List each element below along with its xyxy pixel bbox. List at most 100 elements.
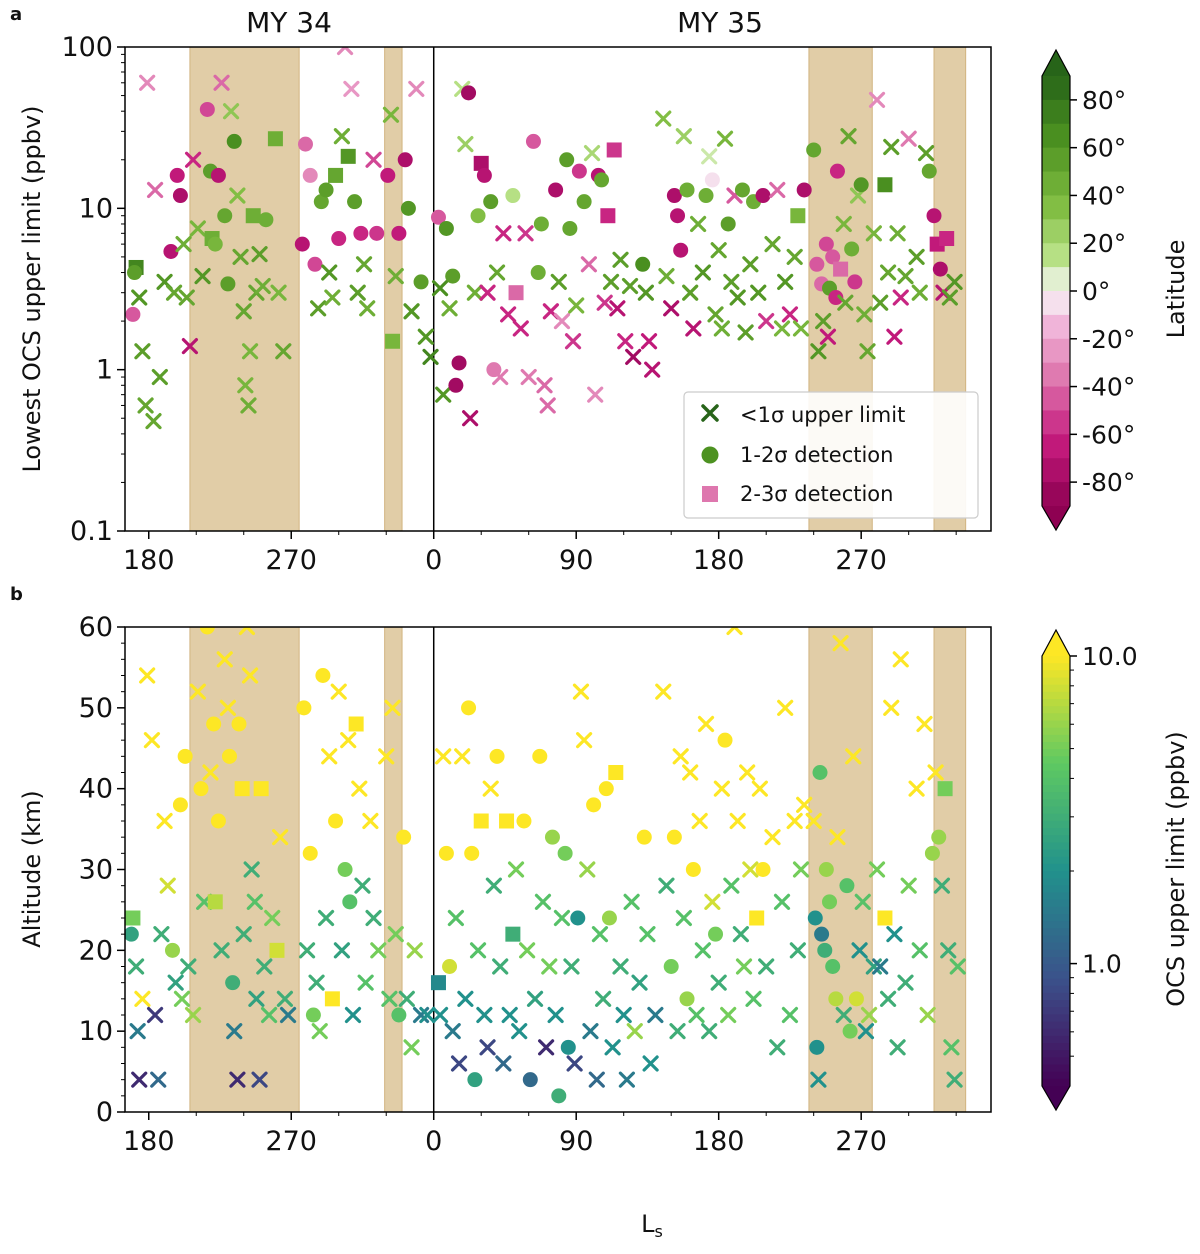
season-band-2 — [808, 626, 873, 1113]
data-point-191 — [786, 812, 803, 830]
data-point-1 — [126, 265, 142, 281]
data-point-9 — [150, 1071, 167, 1088]
data-point-114 — [516, 813, 532, 829]
data-point-190 — [833, 261, 849, 277]
data-point-232 — [924, 845, 940, 861]
y-tick-label: 1 — [96, 355, 113, 386]
colorbar-band — [1042, 1071, 1070, 1080]
x-axis-label: Ls — [641, 1210, 663, 1241]
colorbar-band — [1042, 195, 1070, 220]
data-point-122 — [544, 829, 560, 845]
data-point-218 — [868, 861, 886, 878]
colorbar-band — [1042, 410, 1070, 435]
data-point-56 — [308, 974, 325, 991]
data-point-116 — [522, 1072, 538, 1088]
colorbar-band — [1042, 749, 1070, 757]
data-point-194 — [844, 241, 860, 257]
data-point-37 — [235, 926, 252, 943]
data-point-14 — [172, 188, 188, 204]
data-point-78 — [422, 348, 439, 365]
data-point-102 — [476, 1006, 493, 1024]
data-point-3 — [134, 343, 151, 360]
data-point-205 — [883, 138, 900, 156]
data-point-106 — [489, 748, 505, 764]
data-point-202 — [872, 294, 889, 311]
data-point-141 — [604, 1039, 621, 1056]
data-point-55 — [305, 1007, 321, 1023]
data-point-48 — [307, 256, 323, 272]
x-tick-label: 270 — [835, 545, 887, 576]
data-point-123 — [583, 144, 601, 162]
data-point-133 — [579, 861, 596, 878]
data-point-109 — [499, 813, 515, 829]
data-point-161 — [682, 764, 699, 781]
data-point-130 — [606, 142, 622, 158]
colorbar-band — [1042, 1064, 1070, 1073]
data-point-170 — [764, 236, 781, 253]
data-point-67 — [380, 167, 396, 183]
y-axis-label: Lowest OCS upper limit (ppbv) — [18, 105, 46, 472]
data-point-7 — [143, 732, 161, 749]
data-point-145 — [618, 1071, 635, 1088]
data-point-159 — [675, 909, 692, 927]
data-point-164 — [737, 324, 754, 341]
data-point-29 — [222, 103, 240, 120]
data-point-2 — [127, 958, 145, 975]
data-point-182 — [749, 910, 765, 926]
data-point-77 — [381, 990, 398, 1007]
data-point-124 — [587, 386, 604, 403]
data-point-180 — [809, 256, 825, 272]
data-point-1 — [125, 926, 139, 942]
y-tick-label: 0 — [96, 1097, 113, 1128]
data-point-115 — [519, 942, 536, 959]
colorbar-band — [1042, 434, 1070, 459]
data-point-93 — [447, 909, 464, 927]
data-point-67 — [342, 894, 358, 910]
data-point-200 — [814, 926, 830, 942]
colorbar-band — [1042, 885, 1070, 894]
data-point-141 — [658, 268, 675, 285]
data-point-92 — [470, 208, 486, 224]
data-point-144 — [615, 1006, 632, 1024]
data-point-47 — [264, 909, 281, 927]
colorbar-band — [1042, 892, 1070, 901]
colorbar-frame — [1041, 48, 1071, 532]
data-point-100 — [469, 942, 487, 959]
data-point-45 — [256, 958, 273, 975]
data-point-116 — [559, 152, 575, 168]
data-point-84 — [406, 942, 423, 959]
data-point-179 — [806, 142, 822, 158]
data-point-156 — [666, 829, 682, 845]
data-point-199 — [812, 765, 828, 780]
colorbar-band — [1042, 856, 1070, 865]
legend-1-2-sigma: 1-2σ detection — [740, 443, 893, 467]
data-point-207 — [832, 635, 849, 652]
colorbar-band — [1042, 899, 1070, 908]
data-point-217 — [932, 261, 948, 277]
colorbar-band — [1042, 720, 1070, 729]
data-point-185 — [758, 958, 775, 975]
data-point-89 — [461, 85, 477, 101]
data-point-174 — [723, 877, 740, 894]
data-point-236 — [937, 781, 953, 797]
data-point-38 — [238, 627, 256, 636]
data-point-158 — [716, 130, 734, 147]
data-point-139 — [598, 781, 614, 797]
data-point-129 — [602, 273, 620, 290]
data-point-4 — [131, 1071, 148, 1088]
data-point-92 — [444, 1023, 461, 1040]
data-point-210 — [842, 1023, 858, 1039]
data-point-166 — [697, 715, 715, 733]
data-point-51 — [318, 182, 334, 198]
data-point-213 — [851, 942, 868, 959]
data-point-81 — [435, 386, 452, 403]
data-point-74 — [403, 303, 420, 320]
data-point-111 — [539, 397, 556, 414]
data-point-157 — [669, 1023, 686, 1040]
data-point-108 — [530, 265, 546, 281]
data-point-20 — [194, 268, 211, 285]
colorbar-band — [1042, 338, 1070, 364]
legend-frame — [683, 391, 979, 519]
data-point-115 — [553, 313, 571, 330]
data-point-175 — [786, 248, 803, 265]
